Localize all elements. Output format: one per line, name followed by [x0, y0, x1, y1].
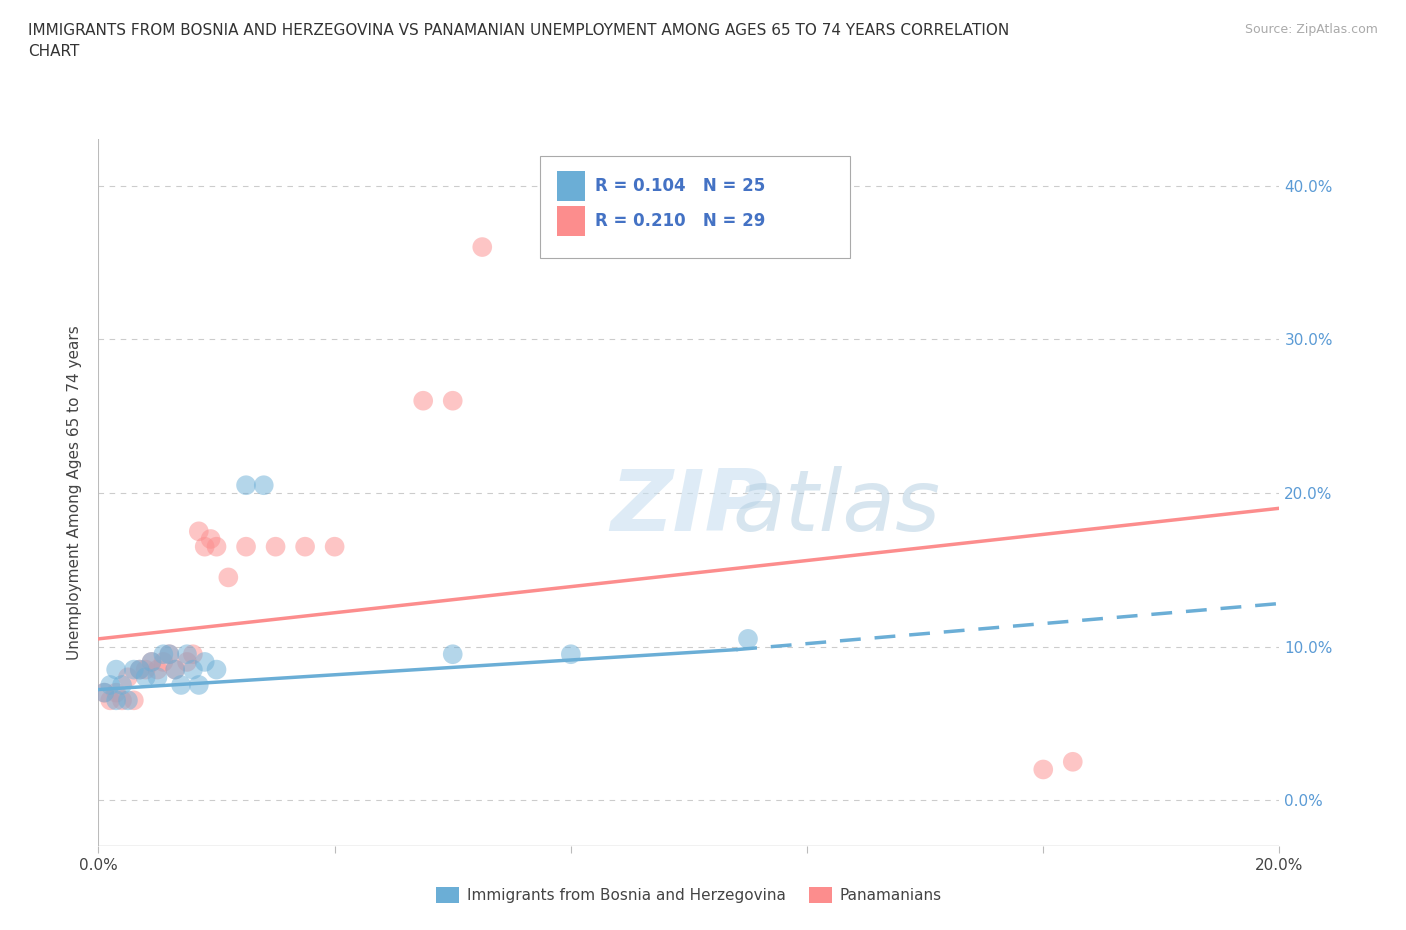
Point	[146, 670, 169, 684]
Point	[157, 646, 180, 661]
Point	[323, 539, 346, 554]
Point	[105, 685, 128, 700]
Text: atlas: atlas	[733, 466, 941, 549]
Point	[98, 693, 121, 708]
Point	[157, 646, 180, 661]
Point	[117, 693, 139, 708]
Point	[235, 478, 257, 493]
Text: IMMIGRANTS FROM BOSNIA AND HERZEGOVINA VS PANAMANIAN UNEMPLOYMENT AMONG AGES 65 : IMMIGRANTS FROM BOSNIA AND HERZEGOVINA V…	[28, 23, 1010, 60]
Point	[181, 646, 204, 661]
Point	[1062, 754, 1084, 769]
Point	[235, 539, 257, 554]
Point	[200, 532, 222, 547]
Point	[176, 646, 198, 661]
Point	[141, 655, 163, 670]
Point	[441, 393, 464, 408]
Point	[1032, 762, 1054, 777]
Text: R = 0.104   N = 25: R = 0.104 N = 25	[595, 177, 765, 194]
Point	[98, 678, 121, 693]
Text: Source: ZipAtlas.com: Source: ZipAtlas.com	[1244, 23, 1378, 36]
Point	[165, 662, 187, 677]
Legend: Immigrants from Bosnia and Herzegovina, Panamanians: Immigrants from Bosnia and Herzegovina, …	[430, 881, 948, 910]
Text: ZIP: ZIP	[610, 466, 768, 549]
Point	[122, 662, 145, 677]
Point	[141, 655, 163, 670]
Point	[560, 646, 582, 661]
Point	[152, 646, 174, 661]
Point	[135, 662, 157, 677]
Point	[152, 655, 174, 670]
Point	[135, 670, 157, 684]
Point	[117, 670, 139, 684]
Point	[412, 393, 434, 408]
Point	[181, 662, 204, 677]
Point	[122, 693, 145, 708]
Point	[170, 678, 193, 693]
Point	[176, 655, 198, 670]
Point	[146, 662, 169, 677]
Point	[205, 662, 228, 677]
Point	[471, 240, 494, 255]
Point	[111, 693, 134, 708]
Point	[105, 693, 128, 708]
Y-axis label: Unemployment Among Ages 65 to 74 years: Unemployment Among Ages 65 to 74 years	[67, 326, 83, 660]
Point	[128, 662, 150, 677]
Point	[111, 678, 134, 693]
Text: R = 0.210   N = 29: R = 0.210 N = 29	[595, 212, 765, 230]
Point	[294, 539, 316, 554]
Point	[93, 685, 115, 700]
Point	[253, 478, 276, 493]
Point	[187, 678, 209, 693]
Point	[128, 662, 150, 677]
Point	[264, 539, 287, 554]
Point	[105, 662, 128, 677]
Point	[93, 685, 115, 700]
Point	[737, 631, 759, 646]
Point	[165, 662, 187, 677]
Point	[217, 570, 239, 585]
Point	[194, 539, 217, 554]
Point	[205, 539, 228, 554]
Point	[441, 646, 464, 661]
Point	[194, 655, 217, 670]
Point	[187, 524, 209, 538]
